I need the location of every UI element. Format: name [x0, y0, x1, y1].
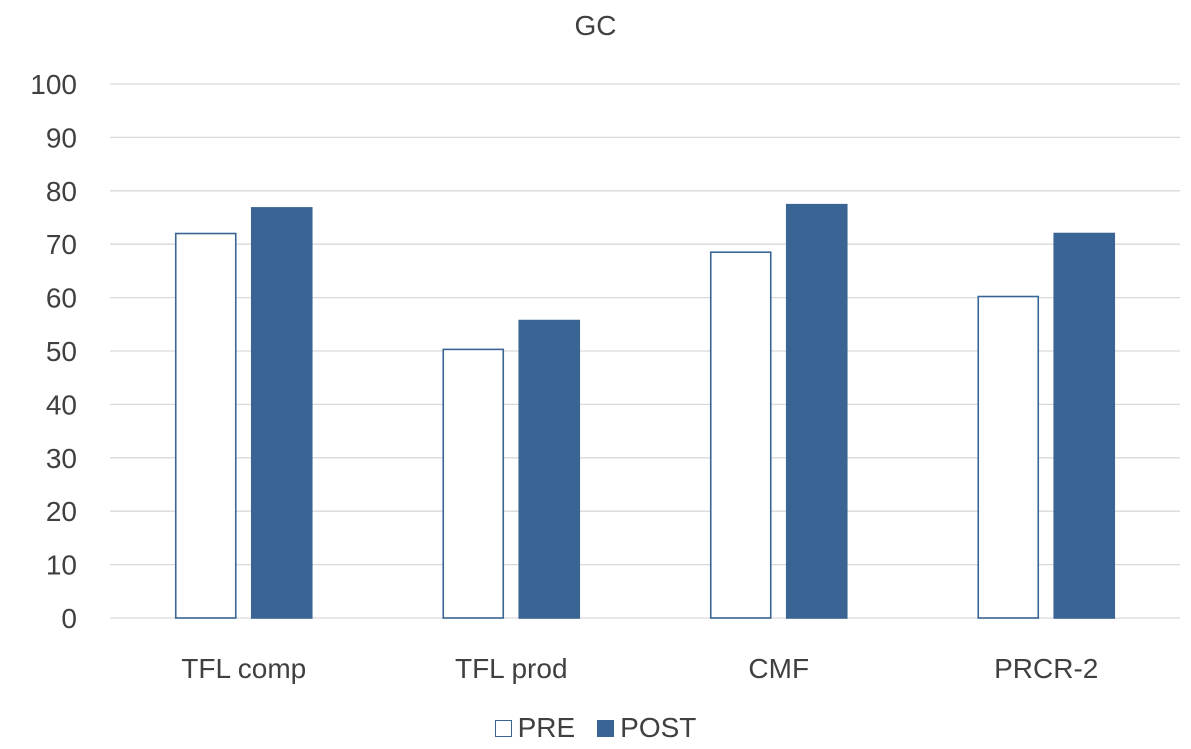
y-tick-label: 60: [46, 283, 77, 314]
x-axis-labels: TFL comp TFL prod CMF PRCR-2: [181, 653, 1098, 684]
legend-swatch-pre: [494, 719, 512, 737]
legend-label-pre: PRE: [517, 712, 576, 743]
legend-swatch-post: [597, 719, 615, 737]
y-tick-label: 90: [46, 122, 77, 153]
bar-pre-prcr-2: [977, 295, 1040, 619]
bar-post-tfl-prod: [518, 319, 581, 619]
y-axis-ticks: 0 10 20 30 40 50 60 70 80 90 100: [30, 69, 77, 634]
chart-title: GC: [574, 10, 617, 41]
x-tick-label: PRCR-2: [994, 653, 1098, 684]
x-tick-label: TFL comp: [181, 653, 306, 684]
bar-pre-tfl-comp: [174, 232, 237, 619]
bar-pre-tfl-prod: [442, 348, 505, 619]
bar-post-tfl-comp: [250, 207, 313, 619]
legend-item-post: POST: [597, 712, 696, 744]
bars: [174, 203, 1116, 619]
x-tick-label: TFL prod: [455, 653, 568, 684]
y-tick-label: 10: [46, 550, 77, 581]
y-tick-label: 40: [46, 389, 77, 420]
legend-item-pre: PRE: [494, 712, 576, 744]
bar-post-prcr-2: [1053, 232, 1116, 619]
y-tick-label: 80: [46, 176, 77, 207]
bar-pre-cmf: [709, 251, 772, 619]
y-tick-label: 100: [30, 69, 77, 100]
y-tick-label: 70: [46, 229, 77, 260]
legend-label-post: POST: [620, 712, 697, 743]
y-tick-label: 0: [61, 603, 77, 634]
y-tick-label: 30: [46, 443, 77, 474]
x-tick-label: CMF: [748, 653, 809, 684]
plot-area: 0 10 20 30 40 50 60 70 80 90 100 TFL comp TFL prod C…: [30, 69, 1180, 684]
y-tick-label: 50: [46, 336, 77, 367]
bar-post-cmf: [785, 203, 848, 619]
legend: PRE POST: [0, 710, 1191, 746]
y-tick-label: 20: [46, 496, 77, 527]
